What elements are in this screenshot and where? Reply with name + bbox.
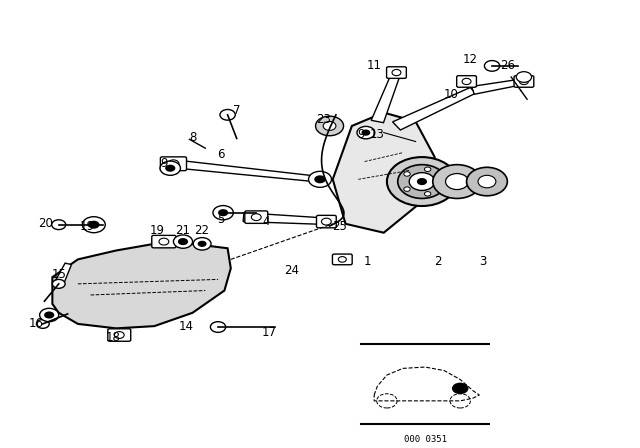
Circle shape bbox=[433, 165, 481, 198]
Circle shape bbox=[173, 235, 193, 248]
Circle shape bbox=[308, 171, 332, 187]
Text: 7: 7 bbox=[234, 104, 241, 117]
Text: 1: 1 bbox=[364, 255, 372, 268]
Circle shape bbox=[193, 237, 211, 250]
Circle shape bbox=[467, 167, 508, 196]
Circle shape bbox=[160, 161, 180, 175]
Circle shape bbox=[357, 126, 375, 139]
Polygon shape bbox=[333, 112, 435, 233]
Circle shape bbox=[404, 172, 410, 176]
Polygon shape bbox=[54, 263, 72, 285]
Text: 19: 19 bbox=[150, 224, 165, 237]
Circle shape bbox=[392, 69, 401, 76]
Circle shape bbox=[404, 187, 410, 191]
Circle shape bbox=[387, 157, 457, 206]
FancyBboxPatch shape bbox=[161, 157, 186, 171]
Circle shape bbox=[462, 78, 471, 85]
Circle shape bbox=[211, 322, 226, 332]
Text: 26: 26 bbox=[500, 60, 515, 73]
FancyBboxPatch shape bbox=[332, 254, 352, 265]
Text: 23: 23 bbox=[316, 113, 331, 126]
Text: 11: 11 bbox=[367, 60, 381, 73]
FancyBboxPatch shape bbox=[108, 329, 131, 341]
Text: 9: 9 bbox=[358, 128, 365, 141]
Circle shape bbox=[52, 220, 66, 229]
Text: 2: 2 bbox=[434, 255, 442, 268]
Text: 6: 6 bbox=[218, 148, 225, 161]
FancyBboxPatch shape bbox=[457, 76, 476, 87]
Circle shape bbox=[323, 121, 336, 130]
Circle shape bbox=[339, 257, 346, 262]
Circle shape bbox=[213, 206, 234, 220]
Text: 4: 4 bbox=[262, 215, 269, 228]
Polygon shape bbox=[173, 160, 321, 182]
Text: 12: 12 bbox=[462, 53, 477, 66]
Polygon shape bbox=[392, 87, 476, 130]
Text: 10: 10 bbox=[443, 88, 458, 101]
Circle shape bbox=[362, 129, 371, 136]
FancyBboxPatch shape bbox=[514, 76, 534, 87]
Circle shape bbox=[445, 173, 468, 190]
Circle shape bbox=[214, 208, 228, 218]
Circle shape bbox=[36, 319, 49, 328]
Text: 16: 16 bbox=[29, 317, 44, 331]
Text: 22: 22 bbox=[195, 224, 210, 237]
Text: 13: 13 bbox=[370, 128, 385, 141]
Circle shape bbox=[316, 116, 344, 136]
Circle shape bbox=[516, 72, 532, 82]
FancyBboxPatch shape bbox=[387, 67, 406, 78]
Polygon shape bbox=[243, 213, 333, 225]
Circle shape bbox=[52, 280, 65, 289]
Polygon shape bbox=[52, 244, 231, 328]
Circle shape bbox=[478, 175, 496, 188]
Text: 9: 9 bbox=[160, 157, 168, 170]
Circle shape bbox=[178, 238, 188, 245]
Text: 15: 15 bbox=[51, 268, 66, 281]
Circle shape bbox=[83, 217, 105, 233]
Circle shape bbox=[44, 311, 54, 319]
Circle shape bbox=[159, 238, 169, 245]
Circle shape bbox=[218, 209, 228, 216]
Circle shape bbox=[409, 172, 435, 190]
Circle shape bbox=[198, 241, 207, 247]
Polygon shape bbox=[371, 72, 401, 123]
Circle shape bbox=[220, 109, 236, 120]
Polygon shape bbox=[472, 79, 525, 94]
FancyBboxPatch shape bbox=[152, 235, 176, 248]
Circle shape bbox=[437, 179, 444, 184]
FancyBboxPatch shape bbox=[245, 211, 268, 224]
Text: 20: 20 bbox=[38, 217, 53, 230]
Circle shape bbox=[40, 308, 59, 322]
Text: 24: 24 bbox=[284, 264, 299, 277]
Circle shape bbox=[165, 165, 175, 172]
Circle shape bbox=[424, 192, 431, 196]
Text: 25: 25 bbox=[332, 220, 346, 233]
Circle shape bbox=[484, 60, 500, 71]
Text: 19: 19 bbox=[80, 220, 95, 233]
Circle shape bbox=[424, 167, 431, 172]
Circle shape bbox=[252, 214, 261, 220]
Text: 8: 8 bbox=[189, 130, 196, 143]
Text: 17: 17 bbox=[262, 326, 276, 339]
Text: 000 0351: 000 0351 bbox=[404, 435, 447, 444]
Text: 21: 21 bbox=[175, 224, 191, 237]
Circle shape bbox=[321, 218, 332, 225]
Circle shape bbox=[314, 175, 326, 183]
Text: 3: 3 bbox=[479, 255, 486, 268]
Circle shape bbox=[88, 221, 100, 229]
Text: 18: 18 bbox=[106, 331, 120, 344]
Circle shape bbox=[520, 78, 529, 85]
Text: 14: 14 bbox=[179, 319, 194, 332]
Circle shape bbox=[115, 332, 124, 338]
FancyBboxPatch shape bbox=[317, 215, 336, 228]
Circle shape bbox=[397, 165, 446, 198]
Circle shape bbox=[452, 383, 468, 394]
Circle shape bbox=[417, 178, 427, 185]
Circle shape bbox=[168, 160, 179, 168]
Text: 5: 5 bbox=[218, 213, 225, 226]
